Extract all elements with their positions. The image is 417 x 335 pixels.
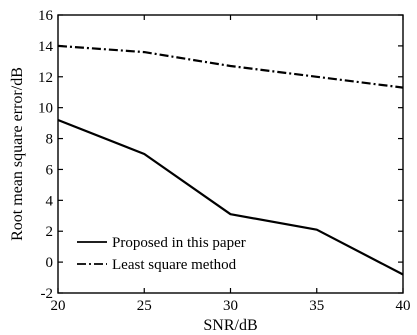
y-tick-label: 14 (38, 39, 54, 55)
y-tick-label: 12 (38, 70, 53, 86)
y-tick-label: 6 (46, 162, 54, 178)
x-tick-label: 25 (137, 298, 152, 314)
x-axis-title: SNR/dB (203, 317, 257, 334)
series-line-proposed (57, 118, 404, 276)
y-axis-title: Root mean square error/dB (9, 67, 26, 241)
y-tick-label: 8 (46, 132, 54, 148)
x-tick-label: 20 (51, 298, 66, 314)
y-tick-label: 4 (46, 193, 54, 209)
legend-label: Least square method (112, 257, 237, 273)
y-tick-label: 2 (46, 224, 54, 240)
legend-label: Proposed in this paper (112, 235, 246, 251)
series-layer (57, 44, 404, 276)
y-tick-label: 0 (46, 255, 54, 271)
legend: Proposed in this paper Least square metho… (77, 235, 246, 273)
y-tick-label: 16 (38, 8, 54, 24)
x-tick-label: 35 (309, 298, 324, 314)
x-tick-label: 40 (396, 298, 411, 314)
plot-frame (57, 14, 404, 294)
y-tick-label: -2 (41, 286, 54, 302)
ticks-layer: 20 25 30 35 40 -2 0 2 4 6 8 10 12 14 16 (38, 8, 411, 314)
series-line-least-square (57, 44, 404, 89)
y-tick-label: 10 (38, 101, 53, 117)
x-tick-label: 30 (223, 298, 238, 314)
